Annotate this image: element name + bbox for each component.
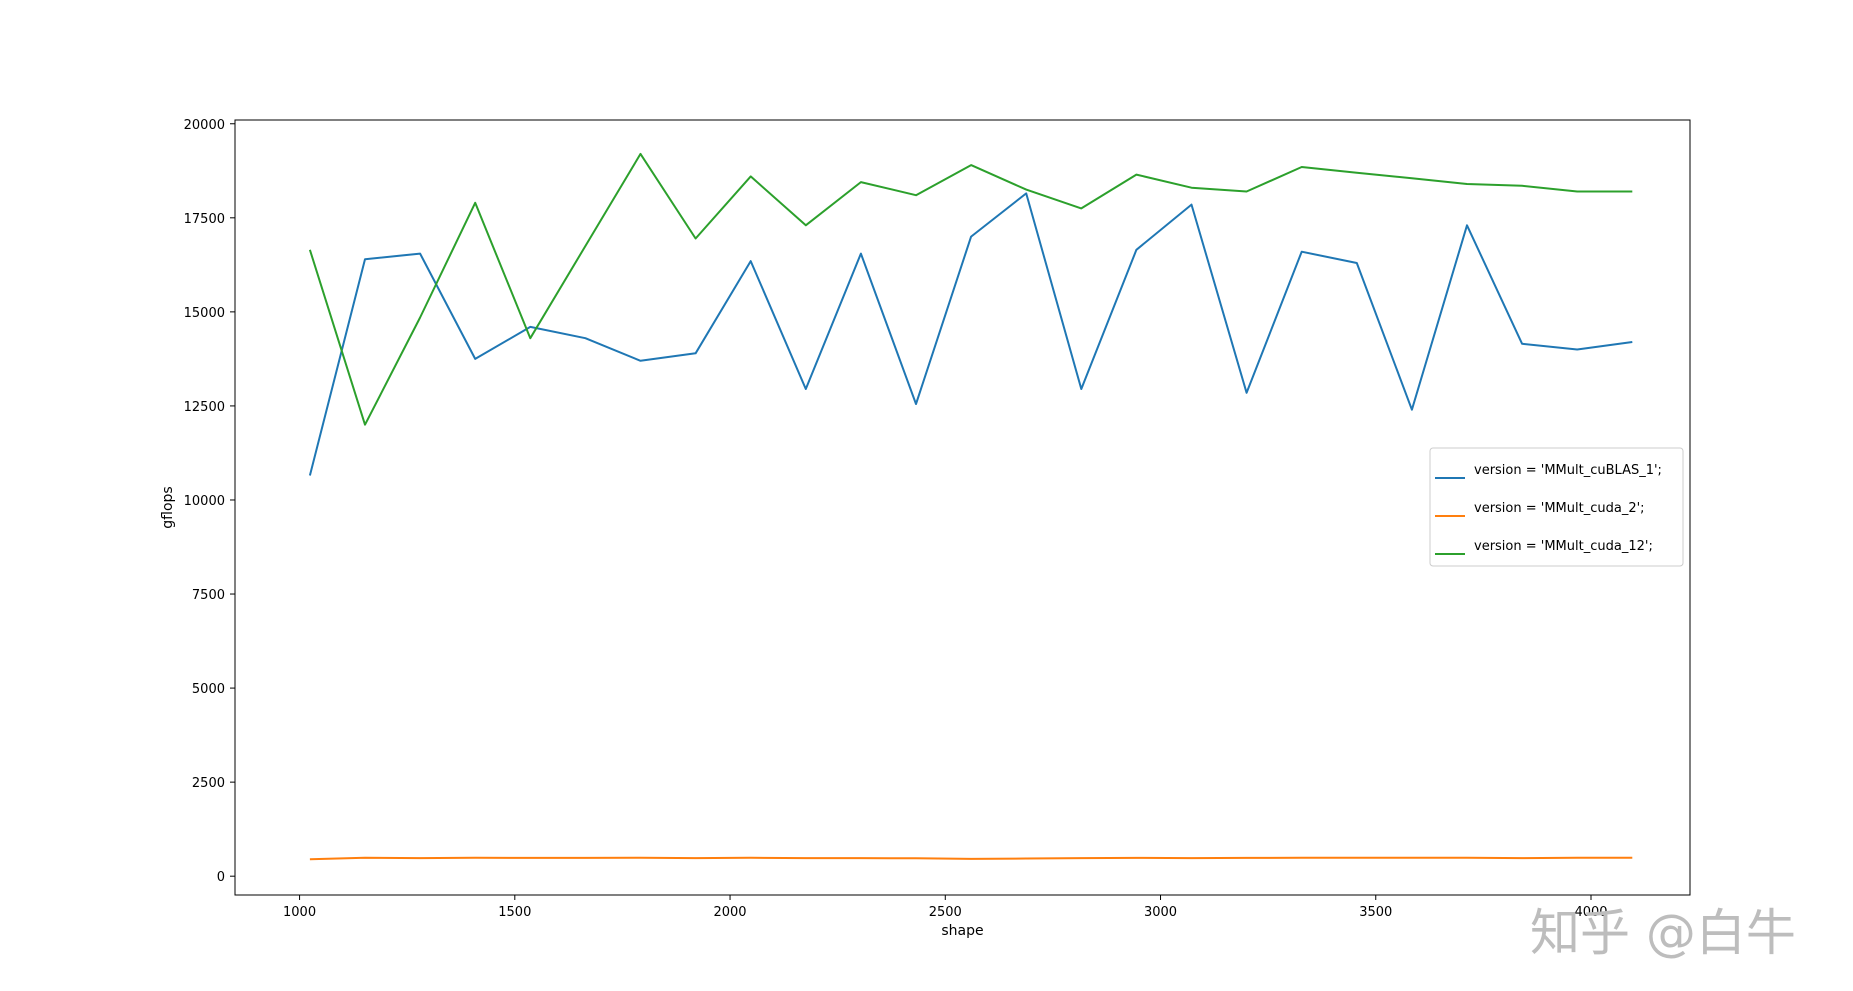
legend-label: version = 'MMult_cuBLAS_1'; [1474,463,1662,478]
x-tick-label: 1500 [498,905,531,920]
x-tick-label: 2500 [929,905,962,920]
watermark-text: 知乎 @白牛 [1530,904,1796,962]
y-axis-ticks: 0 2500 5000 7500 10000 12500 15000 17500 20000 [184,118,235,885]
series-line-1 [308,192,1633,476]
series-line-3 [308,152,1633,426]
legend-box [1429,447,1684,567]
series-lines [308,152,1633,861]
y-tick-label: 5000 [192,682,225,697]
legend: version = 'MMult_cuBLAS_1';version = 'MM… [1429,447,1684,567]
x-tick-label: 1000 [283,905,316,920]
x-axis-label: shape [941,923,983,939]
y-tick-label: 7500 [192,588,225,603]
y-tick-label: 12500 [184,400,225,415]
x-tick-label: 3500 [1359,905,1392,920]
x-tick-label: 4000 [1574,905,1607,920]
legend-entries: version = 'MMult_cuBLAS_1';version = 'MM… [1435,463,1662,555]
x-tick-label: 2000 [713,905,746,920]
legend-label: version = 'MMult_cuda_12'; [1474,539,1653,554]
y-tick-label: 2500 [192,776,225,791]
x-tick-label: 3000 [1144,905,1177,920]
y-axis-label: gflops [160,486,176,528]
y-tick-label: 20000 [184,118,225,133]
plot-frame [234,119,1691,896]
y-tick-label: 10000 [184,494,225,509]
legend-label: version = 'MMult_cuda_2'; [1474,501,1645,516]
y-tick-label: 0 [217,870,225,885]
y-tick-label: 15000 [184,306,225,321]
x-axis-ticks: 1000 1500 2000 2500 3000 3500 4000 [283,895,1608,920]
y-tick-label: 17500 [184,212,225,227]
series-line-2 [309,856,1633,861]
